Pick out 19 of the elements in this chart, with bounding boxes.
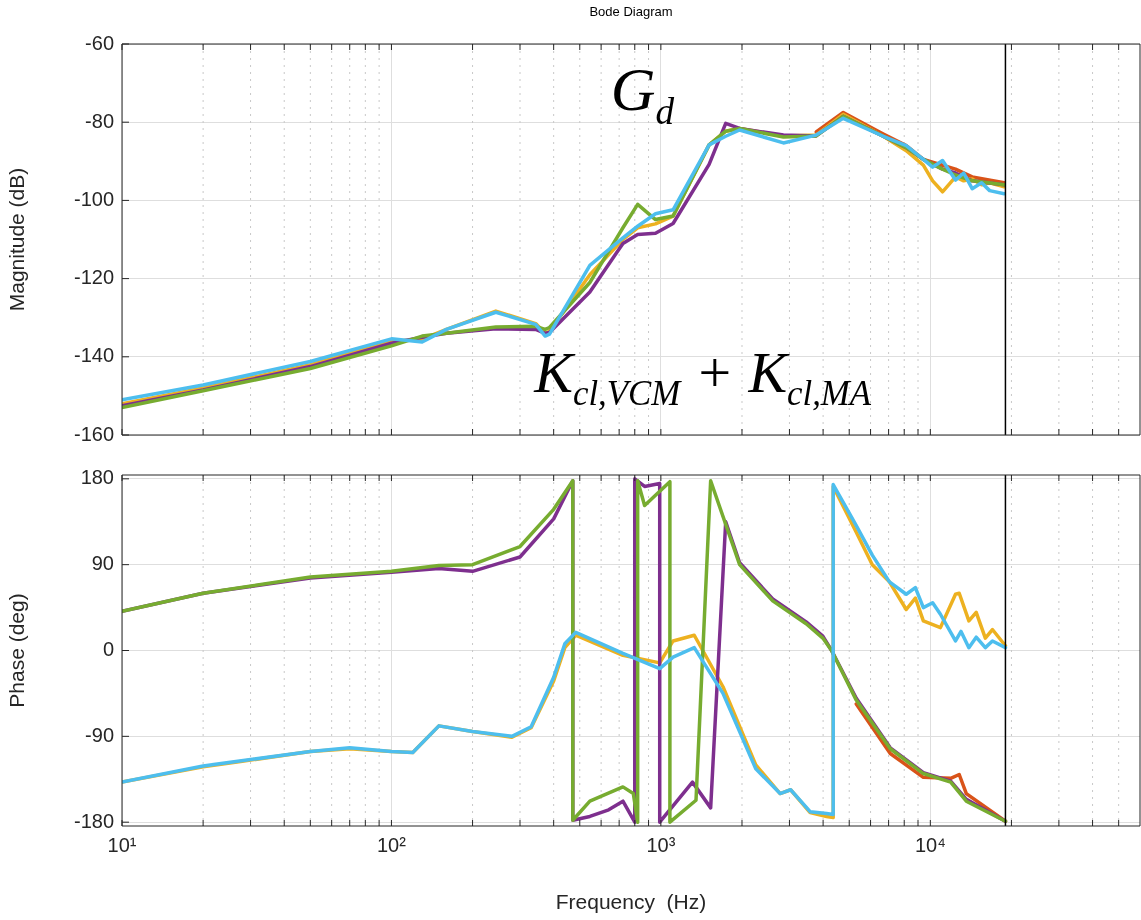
y-tick-label: 90 [91,552,114,575]
y-tick-label: -90 [85,723,114,746]
y-tick-label: 180 [80,466,114,489]
y-tick-label: -60 [85,31,114,54]
x-tick-label: 10³ [646,833,676,856]
x-tick-label: 10² [376,833,407,856]
y-axis-title: Phase (deg) [5,593,29,708]
x-tick-label: 10⁴ [914,833,946,856]
y-axis-title: Magnitude (dB) [5,167,29,312]
y-tick-label: -160 [73,422,114,445]
chart-title: Bode Diagram [589,4,673,19]
y-tick-label: -140 [73,344,114,367]
y-tick-label: -100 [73,187,114,210]
y-tick-label: -80 [85,109,114,132]
x-tick-label: 10¹ [107,833,137,856]
y-tick-label: 0 [102,638,114,661]
y-tick-label: -180 [73,809,114,832]
x-axis-title: Frequency (Hz) [555,890,707,914]
y-tick-label: -120 [73,266,114,289]
